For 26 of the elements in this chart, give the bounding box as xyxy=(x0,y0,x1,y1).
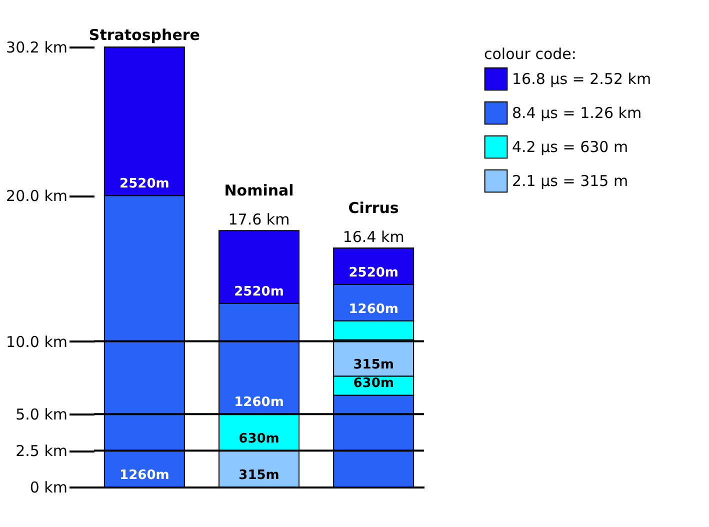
annotation: 1260m xyxy=(120,468,170,483)
legend-title: colour code: xyxy=(484,45,576,63)
annotation: 1260m xyxy=(348,302,398,317)
y-tick-label: 30.2 km xyxy=(6,38,68,56)
legend-label: 4.2 µs = 630 m xyxy=(512,138,628,156)
annotation: 16.4 km xyxy=(342,228,404,246)
annotation: 17.6 km xyxy=(228,210,290,229)
legend-label: 8.4 µs = 1.26 km xyxy=(512,104,642,122)
annotation: 315m xyxy=(238,468,280,483)
annotation: 315m xyxy=(353,357,394,372)
annotation: 630m xyxy=(353,376,394,392)
x-tick-label: Stratosphere xyxy=(88,26,200,44)
y-tick-label: 0 km xyxy=(30,478,68,496)
y-tick-label: 5.0 km xyxy=(16,406,68,424)
y-tick-label: 20.0 km xyxy=(6,187,68,206)
x-tick-label: Cirrus xyxy=(348,199,399,218)
annotation: 630m xyxy=(238,432,280,447)
y-tick-label: 2.5 km xyxy=(16,442,68,460)
annotation: 2520m xyxy=(348,265,398,280)
legend-label: 16.8 µs = 2.52 km xyxy=(512,70,652,88)
annotation: 1260m xyxy=(234,395,284,410)
annotation: 2520m xyxy=(120,176,170,192)
annotation: 2520m xyxy=(234,284,284,300)
legend-label: 2.1 µs = 315 m xyxy=(512,172,628,190)
x-tick-label: Nominal xyxy=(224,182,294,200)
y-tick-label: 10.0 km xyxy=(6,332,68,351)
